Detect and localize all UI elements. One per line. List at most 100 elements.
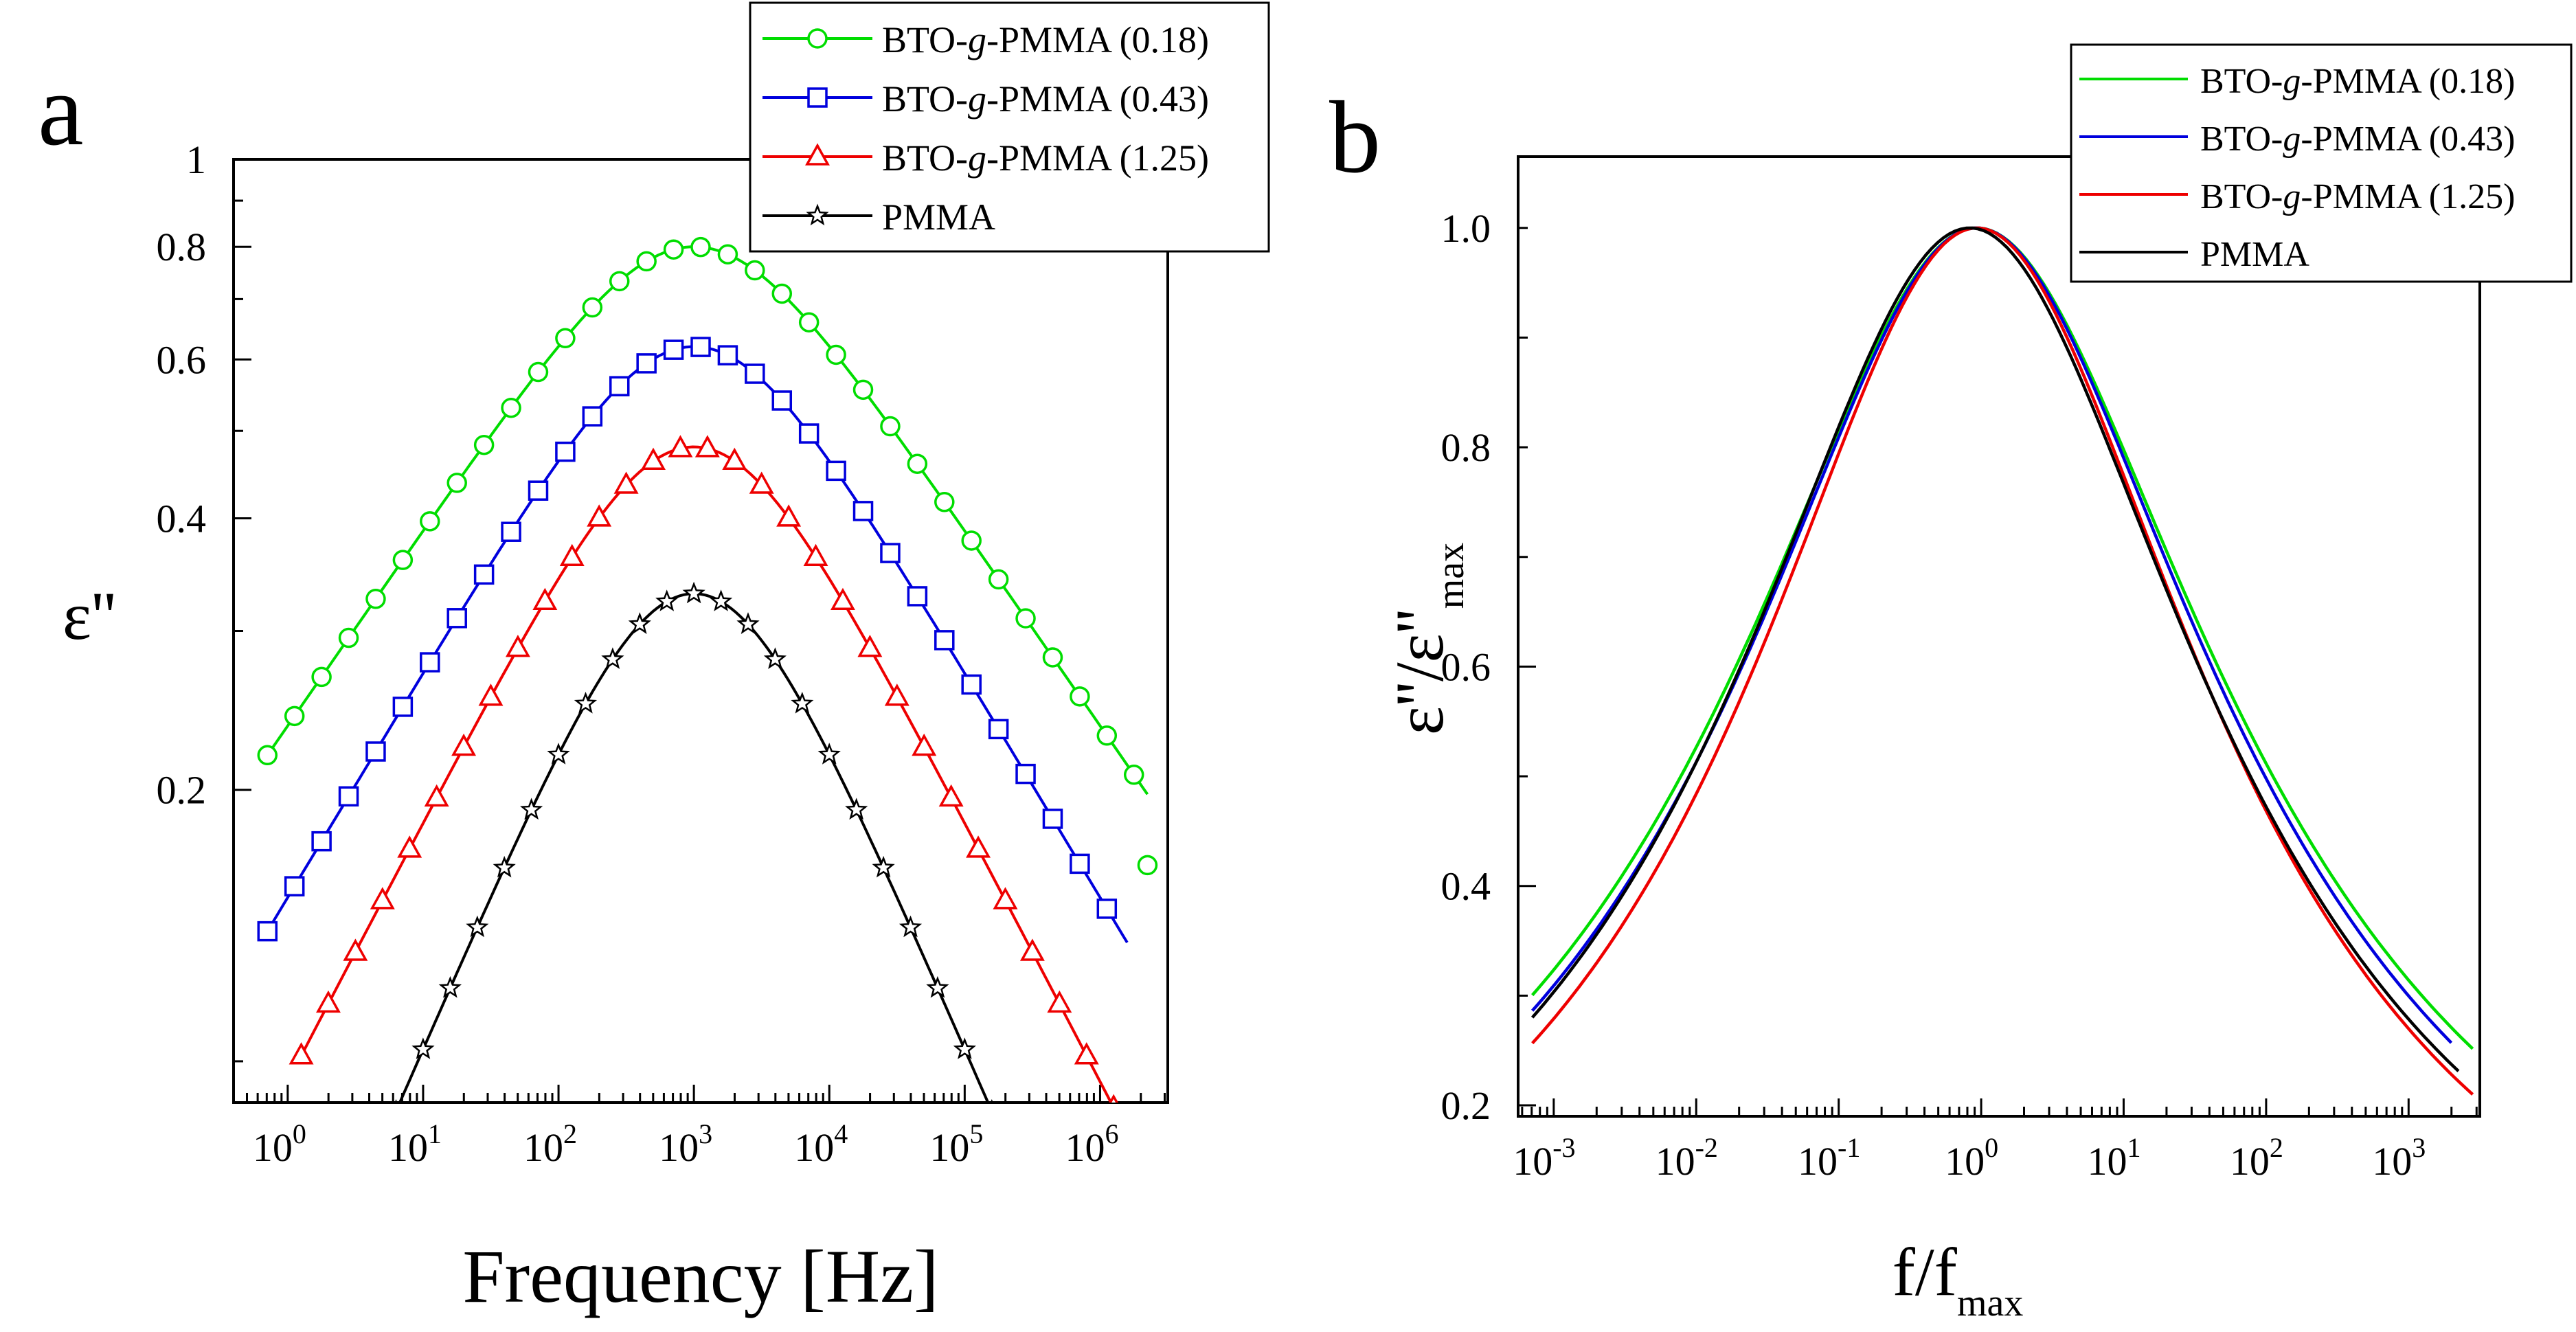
marker-star — [682, 581, 705, 604]
marker-circle — [717, 244, 738, 264]
marker-circle — [420, 511, 440, 532]
marker-star — [438, 975, 462, 998]
marker-square — [807, 87, 828, 108]
marker-square — [961, 674, 982, 695]
marker-square — [582, 406, 603, 427]
marker-square — [284, 876, 305, 896]
marker-square — [447, 608, 467, 629]
marker-star — [547, 743, 570, 765]
marker-triangle — [1047, 990, 1072, 1013]
marker-star — [817, 743, 841, 765]
marker-triangle — [966, 835, 991, 858]
marker-circle — [961, 530, 982, 551]
marker-star — [990, 1099, 993, 1103]
marker-star — [574, 692, 598, 714]
marker-square — [1042, 809, 1063, 829]
marker-circle — [636, 251, 657, 272]
x-tick-label: 101 — [2087, 1132, 2140, 1184]
marker-star — [411, 1037, 435, 1059]
marker-triangle — [370, 887, 395, 910]
legend-entry: BTO-g-PMMA (0.43) — [2079, 120, 2515, 159]
series-1 — [257, 337, 1129, 944]
marker-star — [953, 1037, 977, 1059]
marker-star — [806, 203, 829, 226]
y-tick-label: 0.2 — [1441, 1083, 1491, 1128]
marker-triangle — [722, 447, 747, 471]
legend-entry: BTO-g-PMMA (0.43) — [762, 78, 1209, 120]
marker-square — [690, 337, 711, 357]
marker-circle — [907, 453, 928, 474]
marker-triangle — [315, 990, 341, 1013]
y-tick-label: 0.4 — [1441, 864, 1491, 909]
x-tick-label: 106 — [1065, 1118, 1118, 1170]
legend-label: BTO-g-PMMA (1.25) — [882, 137, 1209, 179]
marker-triangle — [884, 684, 909, 706]
marker-circle — [826, 344, 846, 365]
y-tick-label: 0.8 — [157, 225, 207, 269]
marker-circle — [501, 397, 521, 418]
marker-star — [519, 798, 543, 820]
marker-triangle — [1019, 938, 1045, 961]
legend-label: PMMA — [882, 196, 995, 238]
marker-circle — [257, 745, 278, 766]
marker-circle — [609, 271, 630, 292]
marker-circle — [311, 666, 332, 688]
marker-triangle — [505, 635, 530, 657]
marker-square — [826, 460, 846, 482]
marker-square — [852, 501, 874, 521]
marker-square — [392, 697, 414, 717]
y-tick-label: 0.6 — [157, 337, 207, 382]
marker-triangle — [289, 1042, 314, 1065]
legend-entry: PMMA — [2079, 235, 2309, 274]
legend: BTO-g-PMMA (0.18) BTO-g-PMMA (0.43) BTO-g-… — [2070, 43, 2573, 283]
marker-triangle — [776, 504, 802, 527]
marker-triangle — [587, 504, 612, 527]
marker-triangle — [451, 733, 477, 756]
marker-star — [791, 692, 814, 714]
marker-square — [338, 786, 359, 807]
marker-circle — [1123, 765, 1144, 785]
legend-label: BTO-g-PMMA (0.18) — [882, 19, 1209, 60]
marker-triangle — [830, 587, 855, 611]
x-tick-label: 103 — [2372, 1132, 2426, 1184]
marker-triangle — [397, 835, 422, 858]
marker-square — [257, 921, 278, 942]
marker-square — [1015, 763, 1036, 784]
y-tick-label: 1 — [186, 137, 206, 182]
panel-a: 100 101 102 103 104 105 106 0.2 0.4 0.6 0.8 1 Freque… — [63, 1, 1270, 1318]
marker-circle — [1042, 647, 1063, 668]
legend-box — [749, 1, 1270, 253]
x-tick-label: 104 — [794, 1118, 848, 1170]
legend-entry: BTO-g-PMMA (0.18) — [2079, 62, 2515, 101]
marker-circle — [798, 312, 820, 332]
legend-entry: BTO-g-PMMA (0.18) — [762, 19, 1209, 60]
y-tick-label: 0.2 — [157, 768, 207, 813]
marker-circle — [582, 297, 603, 318]
legend-entry: PMMA — [762, 196, 995, 238]
marker-square — [636, 353, 657, 374]
marker-star — [601, 647, 624, 669]
x-tick-label: 10-3 — [1513, 1132, 1575, 1184]
marker-circle — [528, 361, 549, 383]
x-tick-label: 100 — [1945, 1132, 1998, 1184]
marker-circle — [771, 283, 793, 304]
marker-square — [1070, 853, 1090, 874]
legend-label: PMMA — [2200, 235, 2309, 274]
marker-star — [628, 612, 651, 634]
marker-star — [845, 798, 868, 820]
legend-label: BTO-g-PMMA (0.18) — [2200, 62, 2515, 101]
panel-b-letter: b — [1329, 80, 1381, 194]
marker-triangle — [694, 435, 720, 458]
marker-circle — [365, 589, 386, 609]
marker-square — [798, 423, 820, 444]
marker-square — [365, 741, 386, 762]
marker-square — [555, 441, 576, 462]
legend-label: BTO-g-PMMA (1.25) — [2200, 177, 2515, 216]
marker-circle — [745, 260, 765, 281]
x-tick-label: 101 — [388, 1118, 442, 1170]
x-tick-label: 105 — [929, 1118, 983, 1170]
plot-frame — [1517, 155, 2481, 1118]
marker-circle — [555, 328, 576, 349]
marker-square — [988, 719, 1009, 740]
